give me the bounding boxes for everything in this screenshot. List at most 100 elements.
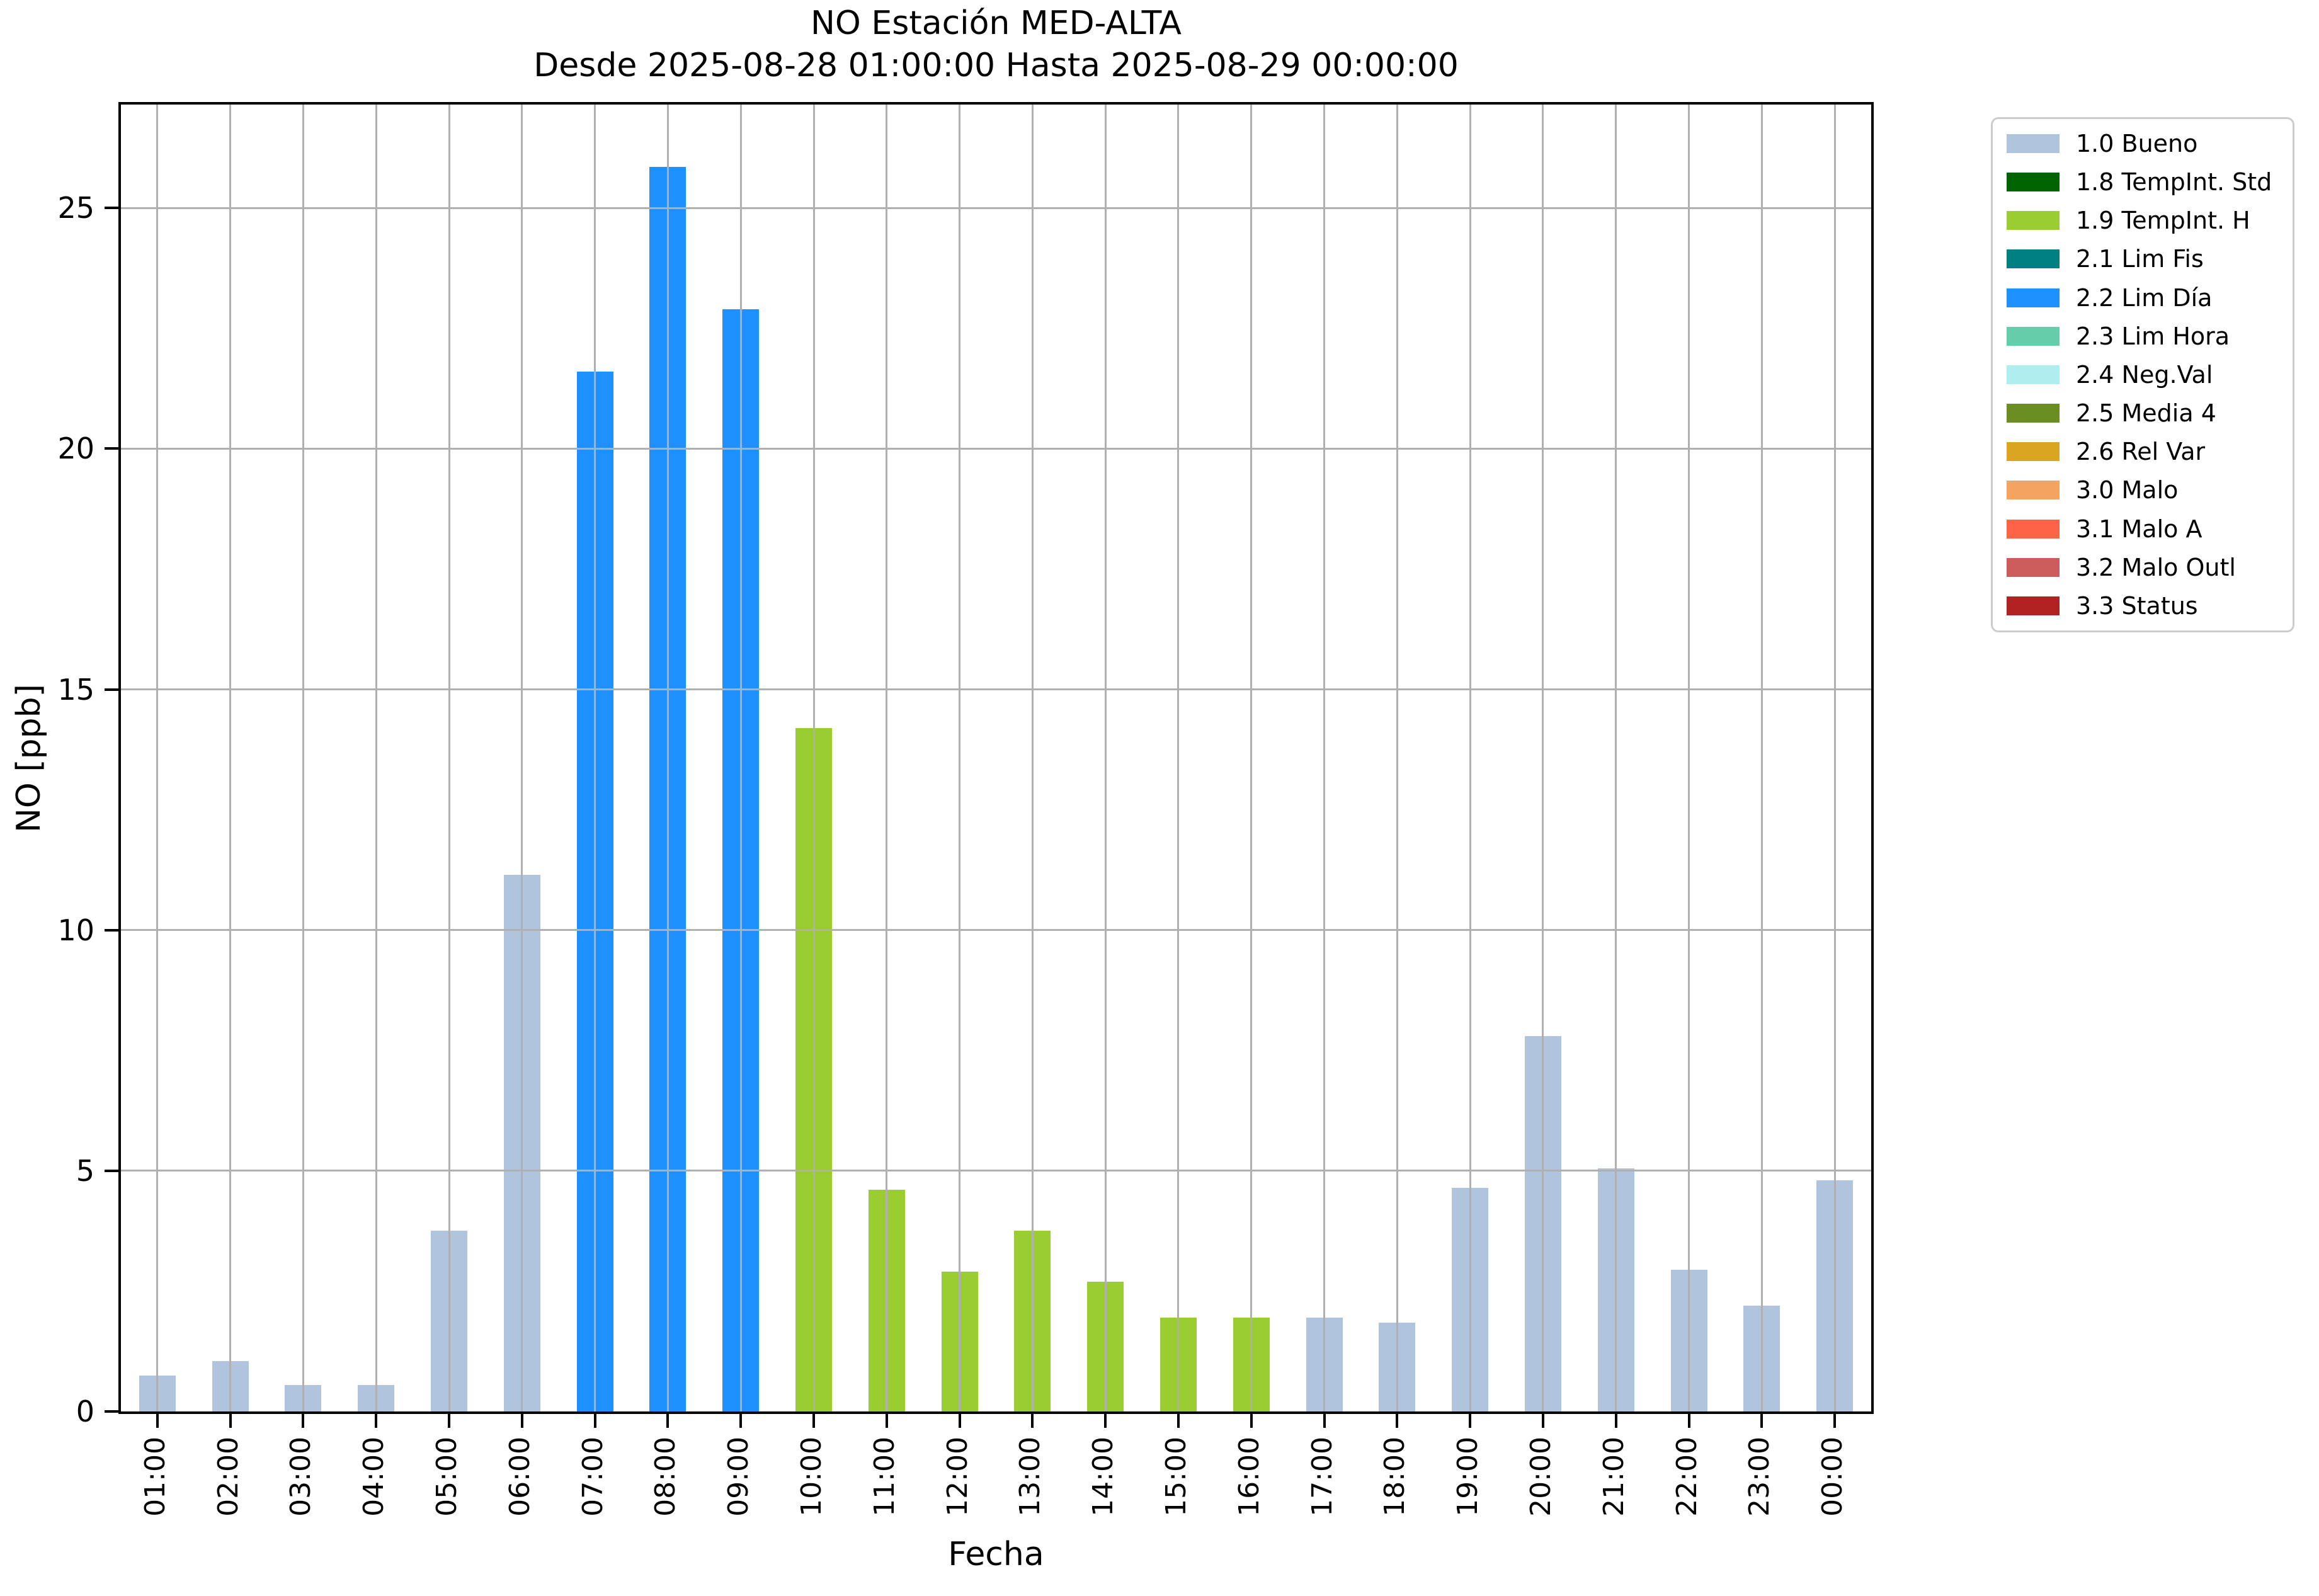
legend-item-1.9 TempInt. H: 1.9 TempInt. H <box>2007 208 2279 232</box>
x-tick-22:00 <box>1687 1414 1690 1428</box>
gridline-x-04:00 <box>375 105 377 1411</box>
legend-swatch-2.3 Lim Hora <box>2007 326 2060 346</box>
x-tick-label-23:00: 23:00 <box>1743 1437 1776 1517</box>
x-tick-label-13:00: 13:00 <box>1014 1437 1047 1517</box>
legend-swatch-3.3 Status <box>2007 596 2060 615</box>
x-tick-label-11:00: 11:00 <box>868 1437 901 1517</box>
x-tick-label-06:00: 06:00 <box>503 1437 536 1517</box>
x-tick-20:00 <box>1541 1414 1544 1428</box>
x-tick-23:00 <box>1760 1414 1763 1428</box>
x-tick-label-00:00: 00:00 <box>1816 1437 1849 1517</box>
x-tick-18:00 <box>1396 1414 1399 1428</box>
gridline-x-19:00 <box>1469 105 1471 1411</box>
legend-label-2.4 Neg.Val: 2.4 Neg.Val <box>2076 360 2213 389</box>
x-tick-label-15:00: 15:00 <box>1160 1437 1192 1517</box>
x-axis-label: Fecha <box>948 1536 1044 1573</box>
legend-label-1.8 TempInt. Std: 1.8 TempInt. Std <box>2076 168 2272 197</box>
x-tick-label-03:00: 03:00 <box>285 1437 317 1517</box>
gridline-x-20:00 <box>1542 105 1544 1411</box>
x-tick-00:00 <box>1833 1414 1837 1428</box>
legend-swatch-1.8 TempInt. Std <box>2007 173 2060 192</box>
legend-swatch-3.0 Malo <box>2007 481 2060 500</box>
legend-label-3.3 Status: 3.3 Status <box>2076 591 2198 620</box>
legend-item-2.2 Lim Día: 2.2 Lim Día <box>2007 286 2279 310</box>
x-tick-label-05:00: 05:00 <box>431 1437 464 1517</box>
legend-item-3.1 Malo A: 3.1 Malo A <box>2007 517 2279 541</box>
gridline-y-15 <box>121 688 1871 691</box>
x-tick-label-22:00: 22:00 <box>1670 1437 1703 1517</box>
y-tick-label-10: 10 <box>57 913 94 947</box>
legend-item-2.4 Neg.Val: 2.4 Neg.Val <box>2007 363 2279 387</box>
gridline-x-23:00 <box>1760 105 1763 1411</box>
gridline-x-21:00 <box>1615 105 1617 1411</box>
x-tick-03:00 <box>302 1414 305 1428</box>
gridline-x-06:00 <box>521 105 523 1411</box>
x-tick-label-01:00: 01:00 <box>139 1437 171 1517</box>
legend-item-2.5 Media 4: 2.5 Media 4 <box>2007 401 2279 425</box>
legend-label-2.3 Lim Hora: 2.3 Lim Hora <box>2076 322 2230 350</box>
y-tick-10 <box>105 928 118 932</box>
y-tick-15 <box>105 688 118 691</box>
legend-swatch-2.2 Lim Día <box>2007 288 2060 307</box>
x-tick-12:00 <box>958 1414 961 1428</box>
x-tick-label-18:00: 18:00 <box>1379 1437 1411 1517</box>
gridline-x-01:00 <box>156 105 159 1411</box>
gridline-x-13:00 <box>1031 105 1034 1411</box>
x-tick-17:00 <box>1323 1414 1326 1428</box>
legend-label-2.2 Lim Día: 2.2 Lim Día <box>2076 283 2213 312</box>
legend-label-1.9 TempInt. H: 1.9 TempInt. H <box>2076 207 2250 235</box>
legend-label-2.5 Media 4: 2.5 Media 4 <box>2076 399 2216 428</box>
legend-item-3.2 Malo Outl: 3.2 Malo Outl <box>2007 556 2279 579</box>
x-tick-label-17:00: 17:00 <box>1306 1437 1338 1517</box>
x-tick-19:00 <box>1469 1414 1472 1428</box>
x-tick-16:00 <box>1250 1414 1253 1428</box>
y-tick-20 <box>105 447 118 450</box>
x-tick-label-10:00: 10:00 <box>795 1437 828 1517</box>
x-tick-09:00 <box>739 1414 743 1428</box>
legend-item-1.0 Bueno: 1.0 Bueno <box>2007 132 2279 156</box>
gridline-x-17:00 <box>1323 105 1326 1411</box>
gridline-x-18:00 <box>1396 105 1398 1411</box>
x-tick-06:00 <box>520 1414 523 1428</box>
gridline-x-08:00 <box>666 105 669 1411</box>
legend-swatch-2.6 Rel Var <box>2007 442 2060 462</box>
chart-title-line2: Desde 2025-08-28 01:00:00 Hasta 2025-08-… <box>533 46 1459 84</box>
legend-item-3.3 Status: 3.3 Status <box>2007 594 2279 618</box>
y-tick-label-0: 0 <box>76 1394 94 1428</box>
legend-swatch-2.4 Neg.Val <box>2007 365 2060 384</box>
gridline-x-16:00 <box>1250 105 1253 1411</box>
legend-label-2.6 Rel Var: 2.6 Rel Var <box>2076 438 2206 466</box>
x-tick-04:00 <box>375 1414 378 1428</box>
x-tick-label-20:00: 20:00 <box>1524 1437 1557 1517</box>
chart-title: NO Estación MED-ALTA Desde 2025-08-28 01… <box>118 3 1874 86</box>
x-tick-14:00 <box>1104 1414 1107 1428</box>
y-tick-label-20: 20 <box>57 431 94 466</box>
legend-swatch-1.9 TempInt. H <box>2007 211 2060 231</box>
x-tick-label-02:00: 02:00 <box>212 1437 244 1517</box>
legend-label-3.2 Malo Outl: 3.2 Malo Outl <box>2076 553 2236 581</box>
gridline-y-25 <box>121 207 1871 209</box>
y-tick-25 <box>105 207 118 210</box>
x-tick-13:00 <box>1031 1414 1034 1428</box>
legend-label-3.1 Malo A: 3.1 Malo A <box>2076 515 2202 543</box>
gridline-x-14:00 <box>1104 105 1107 1411</box>
legend-swatch-1.0 Bueno <box>2007 134 2060 153</box>
x-tick-01:00 <box>156 1414 159 1428</box>
legend-label-2.1 Lim Fis: 2.1 Lim Fis <box>2076 245 2204 273</box>
gridline-y-5 <box>121 1170 1871 1172</box>
x-tick-05:00 <box>448 1414 451 1428</box>
x-tick-label-07:00: 07:00 <box>576 1437 609 1517</box>
x-tick-15:00 <box>1177 1414 1180 1428</box>
x-tick-label-16:00: 16:00 <box>1233 1437 1265 1517</box>
x-tick-label-19:00: 19:00 <box>1452 1437 1484 1517</box>
chart-title-line1: NO Estación MED-ALTA <box>811 4 1182 42</box>
legend-swatch-2.5 Media 4 <box>2007 404 2060 423</box>
y-tick-label-5: 5 <box>76 1153 94 1188</box>
legend-label-1.0 Bueno: 1.0 Bueno <box>2076 130 2198 157</box>
x-tick-02:00 <box>229 1414 232 1428</box>
gridline-x-10:00 <box>812 105 815 1411</box>
gridline-x-02:00 <box>229 105 232 1411</box>
gridline-x-07:00 <box>594 105 596 1411</box>
gridline-x-12:00 <box>959 105 961 1411</box>
y-axis-label: NO [ppb] <box>10 684 48 833</box>
